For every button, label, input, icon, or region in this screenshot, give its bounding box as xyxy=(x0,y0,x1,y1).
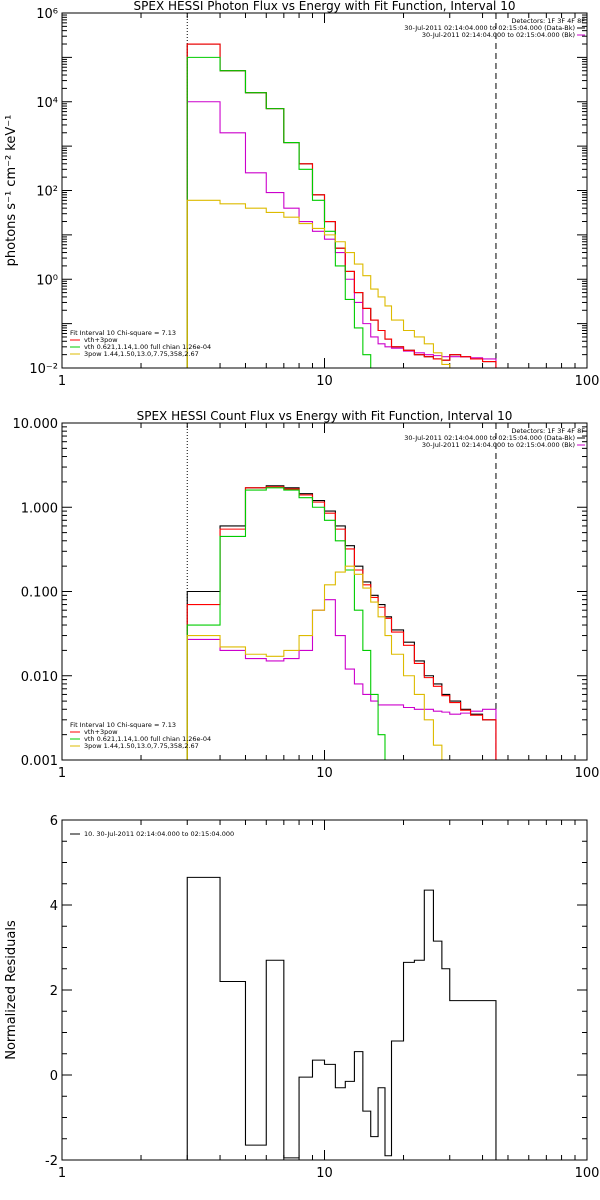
y-tick-label: 10⁰ xyxy=(36,273,58,288)
y-tick-label: 0 xyxy=(50,1069,58,1084)
fit-legend-label: 3pow 1.44,1.50,13.0,7.75,358,2.67 xyxy=(84,742,199,750)
x-tick-label: 100 xyxy=(575,766,600,781)
y-tick-label: 0.001 xyxy=(21,754,58,769)
x-tick-label: 10 xyxy=(316,374,333,389)
y-tick-label: -2 xyxy=(45,1154,58,1169)
legend-label: 10. 30-Jul-2011 02:14:04.000 to 02:15:04… xyxy=(84,830,234,838)
fit-legend-label: 3pow 1.44,1.50,13.0,7.75,358,2.67 xyxy=(84,350,199,358)
plot-frame xyxy=(61,422,588,761)
x-tick-label: 10 xyxy=(316,1166,333,1181)
y-tick-label: 10.000 xyxy=(13,417,59,432)
chart-panel-3: Normalized Residuals 1 10 100 -2 0 2 4 6 10. 30-J… xyxy=(4,814,599,1181)
chart-title: SPEX HESSI Photon Flux vs Energy with Fi… xyxy=(134,0,516,13)
fit-legend-label: vth+3pow xyxy=(84,728,118,736)
legend-header: Detectors: 1F 3F 4F 8F xyxy=(511,427,585,435)
chart-panel-1: SPEX HESSI Photon Flux vs Energy with Fi… xyxy=(4,0,599,389)
series-line-vth-3pow xyxy=(186,486,497,760)
x-tick-label: 10 xyxy=(316,766,333,781)
fit-legend-label: vth 0.621,1.14,1.00 full chian 1.26e-04 xyxy=(84,343,211,351)
y-tick-label: 1.000 xyxy=(21,501,58,516)
legend-label: 30-Jul-2011 02:14:04.000 to 02:15:04.000… xyxy=(422,441,575,449)
series-line-vth xyxy=(186,487,497,760)
series-line-3pow xyxy=(186,199,497,368)
y-tick-label: 10² xyxy=(36,185,58,200)
y-tick-label: 6 xyxy=(50,814,58,829)
series-line-3pow xyxy=(186,565,497,760)
series-line-data-bk xyxy=(186,485,497,760)
fit-legend-header: Fit Interval 10 Chi-square = 7.13 xyxy=(70,329,176,337)
series-line-vth-3pow xyxy=(186,43,497,368)
y-tick-label: 0.010 xyxy=(21,670,58,685)
legend-label: 30-Jul-2011 02:14:04.000 to 02:15:04.000… xyxy=(404,24,575,32)
y-tick-label: 4 xyxy=(50,899,58,914)
legend-label: 30-Jul-2011 02:14:04.000 to 02:15:04.000… xyxy=(422,31,575,39)
x-tick-label: 1 xyxy=(58,1166,66,1181)
y-axis-label: photons s⁻¹ cm⁻² keV⁻¹ xyxy=(4,115,19,267)
series-line-bk xyxy=(186,101,497,368)
y-axis-label: Normalized Residuals xyxy=(4,920,19,1060)
series-line-data-bk xyxy=(186,43,497,368)
plot-frame xyxy=(61,12,588,369)
fit-legend-label: vth 0.621,1.14,1.00 full chian 1.26e-04 xyxy=(84,735,211,743)
chart-panel-2: SPEX HESSI Count Flux vs Energy with Fit… xyxy=(13,409,600,781)
y-tick-label: 10⁴ xyxy=(36,96,58,111)
fit-legend-header: Fit Interval 10 Chi-square = 7.13 xyxy=(70,721,176,729)
legend-label: 30-Jul-2011 02:14:04.000 to 02:15:04.000… xyxy=(404,434,575,442)
chart-title: SPEX HESSI Count Flux vs Energy with Fit… xyxy=(137,409,513,423)
x-tick-label: 100 xyxy=(575,374,600,389)
series-line-10-30-jul-2011-02-14-04-000-to-02-15-04-000 xyxy=(186,876,497,1160)
plot-frame xyxy=(61,819,588,1161)
y-tick-label: 0.100 xyxy=(21,586,58,601)
series-line-bk xyxy=(186,599,497,760)
series-line-vth xyxy=(186,56,497,368)
y-tick-label: 10⁻² xyxy=(29,362,58,377)
x-tick-label: 100 xyxy=(575,1166,600,1181)
fit-legend-label: vth+3pow xyxy=(84,336,118,344)
y-tick-label: 10⁶ xyxy=(36,7,58,22)
y-tick-label: 2 xyxy=(50,984,58,999)
legend-header: Detectors: 1F 3F 4F 8F xyxy=(511,17,585,25)
x-tick-label: 1 xyxy=(58,374,66,389)
x-tick-label: 1 xyxy=(58,766,66,781)
